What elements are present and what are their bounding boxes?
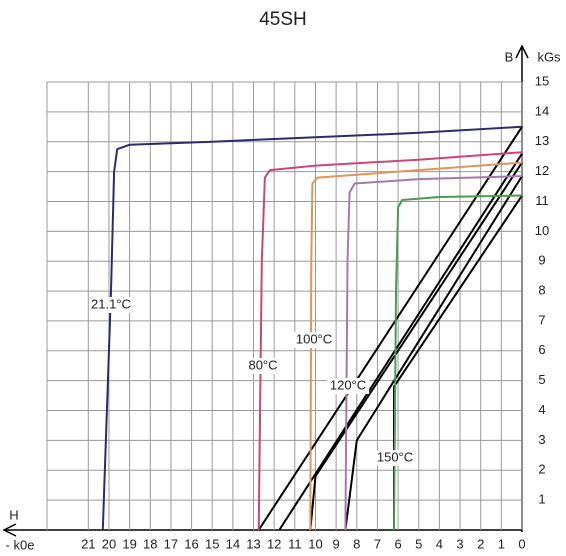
y-tick-label: 5 bbox=[538, 372, 545, 387]
normal-curve bbox=[309, 162, 523, 531]
x-tick-label: 2 bbox=[477, 536, 484, 551]
curve-label: 21.1°C bbox=[91, 296, 131, 311]
x-tick-label: 3 bbox=[456, 536, 463, 551]
x-axis-label: H bbox=[9, 507, 18, 522]
x-tick-label: 16 bbox=[184, 536, 198, 551]
chart-title: 45SH bbox=[259, 9, 307, 30]
y-tick-label: 10 bbox=[535, 223, 549, 238]
curve-label: 120°C bbox=[330, 377, 366, 392]
y-tick-label: 1 bbox=[538, 492, 545, 507]
y-tick-label: 12 bbox=[535, 163, 549, 178]
y-tick-label: 7 bbox=[538, 312, 545, 327]
normal-curve bbox=[257, 126, 523, 531]
y-tick-label: 14 bbox=[535, 103, 549, 118]
y-axis-unit: kGs bbox=[537, 49, 561, 64]
curve-label: 80°C bbox=[248, 357, 277, 372]
x-tick-label: 6 bbox=[394, 536, 401, 551]
y-arrow bbox=[515, 44, 529, 59]
x-tick-label: 1 bbox=[498, 536, 505, 551]
intrinsic-curve bbox=[393, 194, 523, 531]
x-tick-label: 12 bbox=[267, 536, 281, 551]
curve-label: 100°C bbox=[296, 331, 332, 346]
y-tick-label: 15 bbox=[535, 73, 549, 88]
x-tick-label: 15 bbox=[205, 536, 219, 551]
y-tick-label: 11 bbox=[535, 193, 549, 208]
x-tick-label: 20 bbox=[102, 536, 116, 551]
y-tick-label: 9 bbox=[538, 253, 545, 268]
x-tick-label: 19 bbox=[122, 536, 136, 551]
y-tick-label: 2 bbox=[538, 462, 545, 477]
x-tick-label: 11 bbox=[288, 536, 302, 551]
label-bg bbox=[293, 332, 335, 348]
y-tick-label: 3 bbox=[538, 432, 545, 447]
intrinsic-curve bbox=[344, 175, 523, 531]
y-axis-label: B bbox=[505, 49, 514, 64]
y-tick-label: 4 bbox=[538, 402, 545, 417]
intrinsic-curve bbox=[257, 151, 523, 531]
y-tick-label: 6 bbox=[538, 342, 545, 357]
x-tick-label: 8 bbox=[353, 536, 360, 551]
intrinsic-curve bbox=[309, 161, 523, 531]
x-tick-label: 0 bbox=[518, 536, 525, 551]
x-tick-label: 5 bbox=[415, 536, 422, 551]
x-tick-label: 7 bbox=[374, 536, 381, 551]
x-tick-label: 17 bbox=[164, 536, 178, 551]
label-bg bbox=[242, 358, 284, 374]
y-tick-label: 13 bbox=[535, 133, 549, 148]
normal-curve bbox=[344, 175, 523, 531]
intrinsic-curve bbox=[101, 125, 523, 531]
x-tick-label: 4 bbox=[436, 536, 443, 551]
label-bg bbox=[327, 378, 369, 394]
x-tick-label: 21 bbox=[81, 536, 95, 551]
normal-curve bbox=[278, 153, 523, 531]
label-bg bbox=[374, 450, 416, 466]
x-tick-label: 9 bbox=[333, 536, 340, 551]
curve-label: 150°C bbox=[377, 449, 413, 464]
x-tick-label: 13 bbox=[246, 536, 260, 551]
x-tick-label: 18 bbox=[143, 536, 157, 551]
x-axis-unit: - k0e bbox=[6, 537, 35, 552]
normal-curve bbox=[393, 194, 523, 530]
y-tick-label: 8 bbox=[538, 283, 545, 298]
x-tick-label: 10 bbox=[308, 536, 322, 551]
x-arrow bbox=[2, 523, 17, 537]
label-bg bbox=[90, 297, 132, 313]
x-tick-label: 14 bbox=[226, 536, 240, 551]
